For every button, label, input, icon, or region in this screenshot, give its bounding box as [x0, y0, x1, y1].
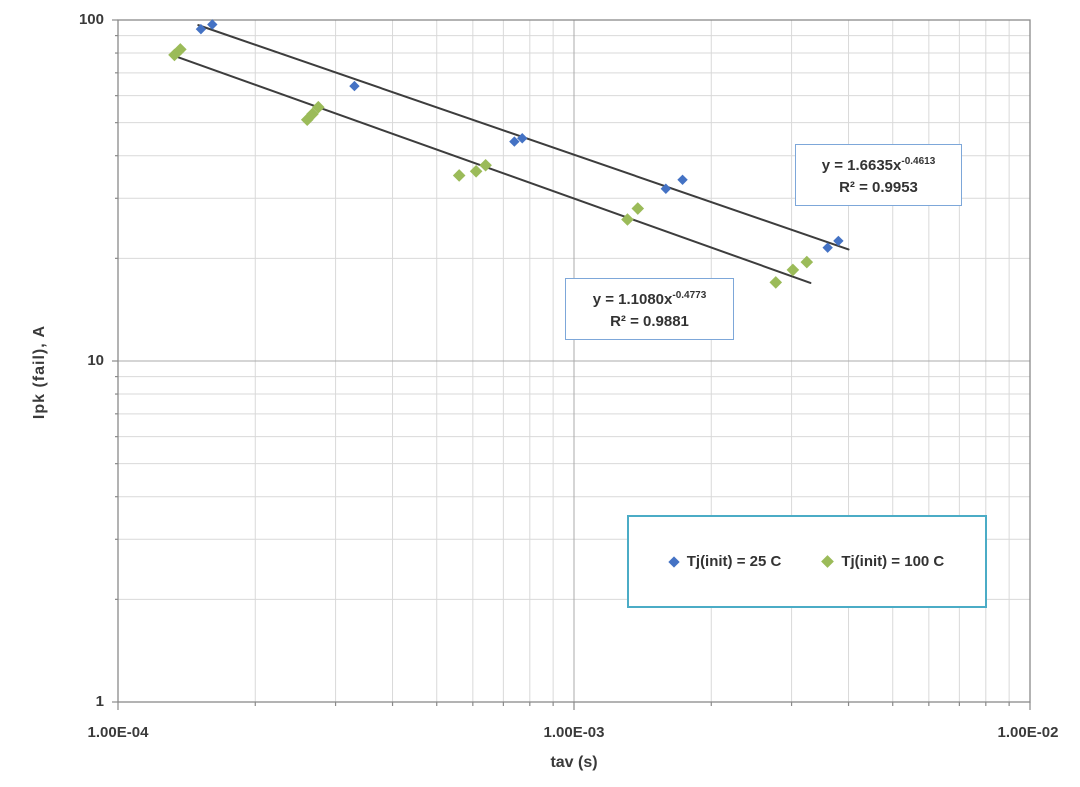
trendline-1	[173, 54, 812, 284]
trendline-r-squared: R² = 0.9953	[839, 179, 918, 196]
data-point-marker	[306, 107, 319, 121]
trendline-r-squared: R² = 0.9881	[610, 313, 689, 330]
legend-item-100c: Tj(init) = 100 C	[821, 553, 945, 570]
trendline-equation: y = 1.6635x-0.4613	[821, 156, 936, 174]
series-points-1	[168, 43, 814, 289]
diamond-marker-icon	[668, 555, 680, 568]
y-tick-label-10: 10	[87, 352, 104, 369]
data-point-marker	[469, 165, 483, 178]
x-tick-label-1e-2: 1.00E-02	[997, 724, 1059, 741]
diamond-marker-icon	[821, 555, 835, 568]
data-point-marker	[631, 202, 645, 215]
data-point-marker	[479, 158, 492, 172]
x-tick-label-1e-3: 1.00E-03	[543, 724, 605, 741]
data-point-marker	[800, 255, 814, 269]
legend-label: Tj(init) = 25 C	[686, 553, 782, 570]
data-point-marker	[660, 183, 672, 194]
series-points-0	[195, 19, 844, 253]
data-point-marker	[833, 235, 844, 247]
trendline-equation-box-25c: y = 1.6635x-0.4613 R² = 0.9953	[795, 144, 962, 206]
data-point-marker	[786, 263, 800, 277]
legend: Tj(init) = 25 C Tj(init) = 100 C	[627, 515, 987, 608]
data-point-marker	[195, 23, 207, 35]
data-point-marker	[174, 43, 187, 56]
data-point-marker	[509, 136, 520, 147]
data-point-marker	[769, 276, 783, 289]
major-gridlines	[118, 20, 1030, 702]
axis-ticks	[112, 19, 1031, 710]
x-tick-label-1e-4: 1.00E-04	[87, 724, 149, 741]
data-point-marker	[621, 213, 634, 226]
data-point-marker	[452, 169, 466, 182]
legend-label: Tj(init) = 100 C	[841, 553, 945, 570]
y-axis-title: Ipk (fail), A	[31, 324, 48, 420]
trendline-equation: y = 1.1080x-0.4773	[592, 290, 707, 308]
data-point-marker	[677, 174, 688, 185]
data-point-marker	[517, 133, 528, 144]
x-axis-title: tav (s)	[550, 754, 598, 771]
plot-frame	[117, 19, 1031, 703]
data-point-marker	[207, 19, 218, 30]
trendline-equation-box-100c: y = 1.1080x-0.4773 R² = 0.9881	[565, 278, 734, 340]
data-point-marker	[822, 242, 833, 253]
y-tick-label-100: 100	[78, 11, 104, 28]
data-point-marker	[312, 100, 325, 114]
data-point-marker	[349, 80, 360, 92]
legend-item-25c: Tj(init) = 25 C	[668, 553, 782, 570]
y-tick-label-1: 1	[95, 693, 104, 710]
